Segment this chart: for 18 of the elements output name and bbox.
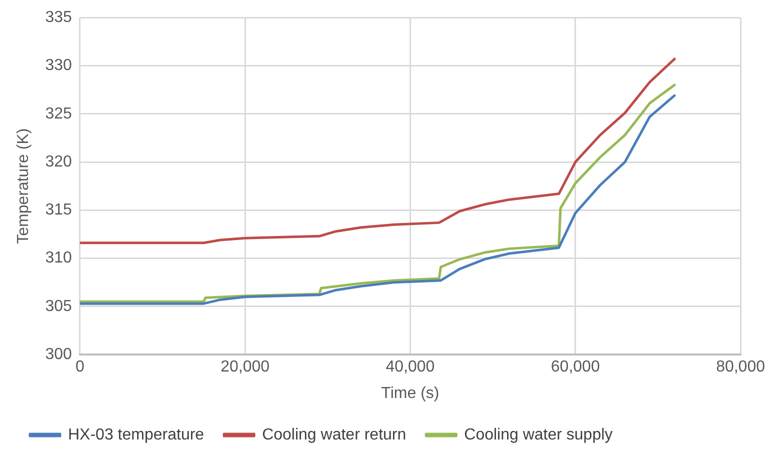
legend-label: Cooling water supply — [464, 426, 613, 444]
x-tick-label: 20,000 — [220, 358, 270, 376]
y-axis-title: Temperature (K) — [15, 128, 32, 244]
x-tick-label: 80,000 — [716, 358, 766, 376]
y-tick-label: 310 — [45, 250, 72, 267]
y-tick-label: 305 — [45, 298, 72, 315]
x-tick-label: 0 — [75, 358, 84, 376]
x-tick-label: 40,000 — [386, 358, 435, 376]
x-tick-label: 60,000 — [550, 358, 600, 376]
y-tick-label: 325 — [45, 105, 72, 122]
x-axis-title: Time (s) — [381, 384, 440, 402]
y-tick-label: 330 — [45, 57, 72, 74]
y-tick-label: 300 — [45, 346, 72, 364]
y-tick-label: 320 — [45, 153, 72, 170]
y-tick-label: 335 — [45, 9, 72, 26]
legend-label: Cooling water return — [262, 426, 406, 444]
legend-label: HX-03 temperature — [68, 426, 204, 444]
y-tick-label: 315 — [45, 202, 72, 219]
